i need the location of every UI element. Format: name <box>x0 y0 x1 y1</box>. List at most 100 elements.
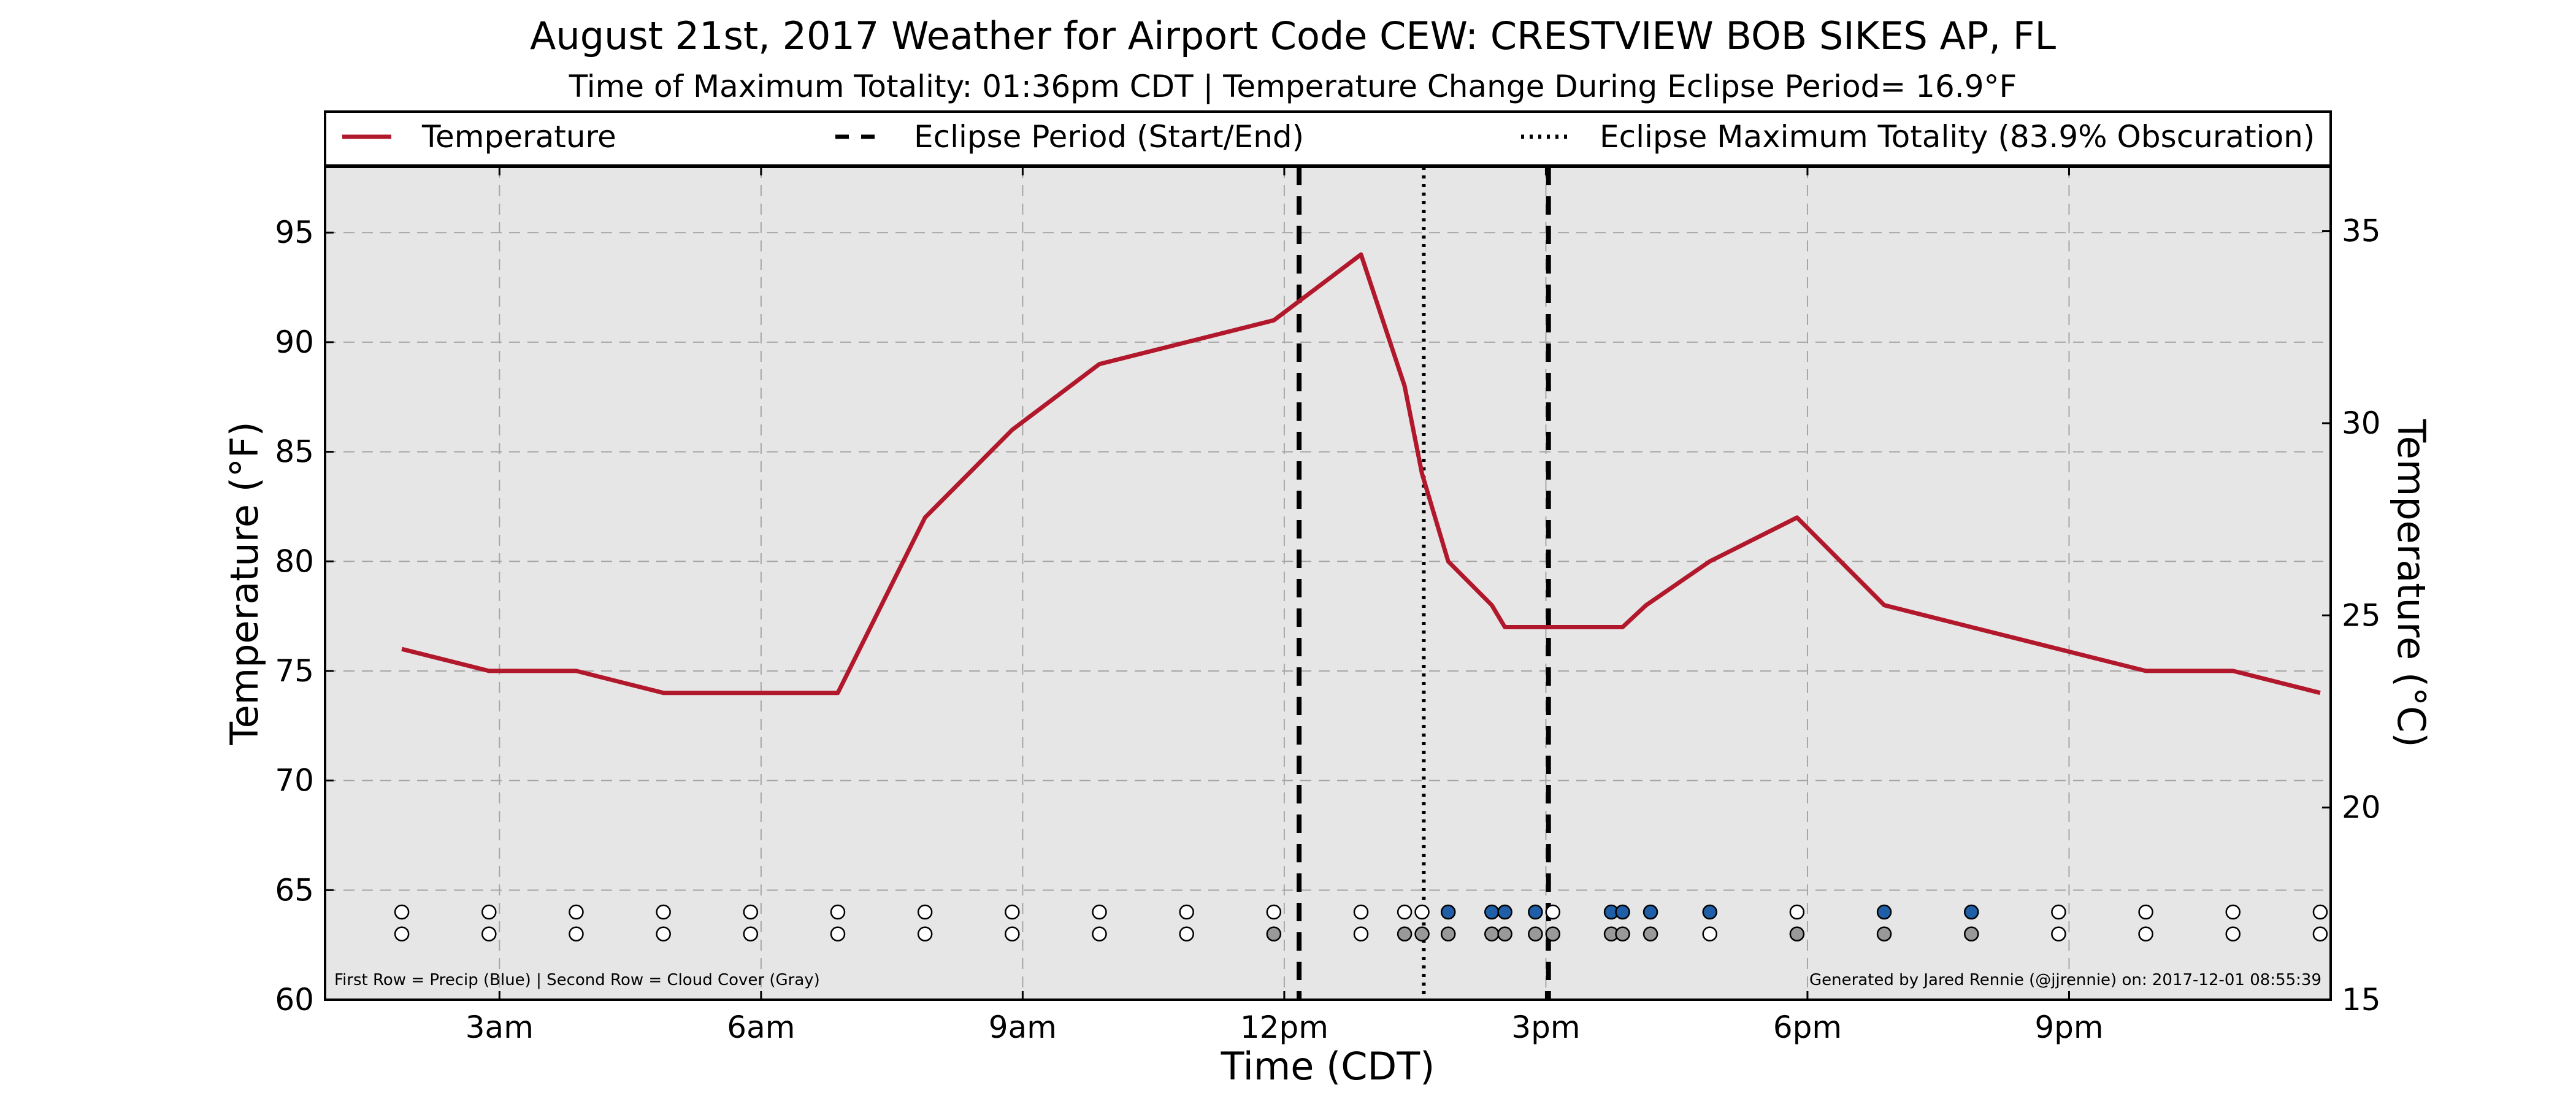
precip-dot <box>1615 904 1630 920</box>
legend-label-eclipse-period: Eclipse Period (Start/End) <box>914 119 1304 155</box>
cloud-cover-dot <box>1528 926 1543 942</box>
x-tick-label: 6am <box>727 1010 795 1045</box>
cloud-cover-dot <box>1789 926 1805 942</box>
cloud-cover-dot <box>1702 926 1717 942</box>
x-tick-label: 6pm <box>1773 1010 1842 1045</box>
cloud-cover-dot <box>1876 926 1892 942</box>
temperature-series <box>401 252 2321 696</box>
x-tick-label: 3am <box>466 1010 534 1045</box>
y-tick-label-right: 25 <box>2342 597 2381 633</box>
x-tick-label: 9am <box>989 1010 1057 1045</box>
y-tick-label: 75 <box>275 653 314 689</box>
precip-dot <box>569 904 584 920</box>
precip-dot <box>2312 904 2328 920</box>
precip-dot <box>1545 904 1561 920</box>
precip-dot <box>481 904 497 920</box>
precip-dot <box>1876 904 1892 920</box>
y-tick-label-right: 30 <box>2342 405 2381 441</box>
precip-dot <box>1414 904 1430 920</box>
y-tick-label-right: 35 <box>2342 213 2381 249</box>
cloud-cover-dot <box>1497 926 1512 942</box>
y-tick-label: 65 <box>275 872 314 908</box>
cloud-cover-dot <box>656 926 671 942</box>
y-tick-label: 70 <box>275 763 314 799</box>
x-tick-label: 3pm <box>1511 1010 1580 1045</box>
precip-dot <box>917 904 933 920</box>
precip-dot <box>2138 904 2153 920</box>
x-axis-ticks: 3am 6am 9am 12pm 3pm 6pm 9pm <box>466 1010 2104 1045</box>
precip-dot <box>1484 904 1500 920</box>
chart-subtitle: Time of Maximum Totality: 01:36pm CDT | … <box>569 69 2017 104</box>
precip-dot <box>1789 904 1805 920</box>
precip-dot <box>394 904 410 920</box>
precip-cloud-dots <box>394 904 2328 942</box>
cloud-cover-dot <box>1615 926 1630 942</box>
grid <box>325 167 2331 1001</box>
precip-dot <box>1353 904 1369 920</box>
y-tick-label: 90 <box>275 324 314 360</box>
precip-dot <box>1528 904 1543 920</box>
precip-dot <box>1266 904 1282 920</box>
y-tick-label: 80 <box>275 543 314 579</box>
precip-dot <box>1440 904 1456 920</box>
x-tick-label: 12pm <box>1240 1010 1328 1045</box>
legend-label-eclipse-max: Eclipse Maximum Totality (83.9% Obscurat… <box>1600 119 2315 155</box>
cloud-cover-dot <box>1545 926 1561 942</box>
cloud-cover-dot <box>1266 926 1282 942</box>
y-axis-ticks-right: 15 20 25 30 35 <box>2342 213 2381 1018</box>
precip-dot <box>1963 904 1979 920</box>
cloud-cover-dot <box>1092 926 1107 942</box>
cloud-cover-dot <box>2225 926 2241 942</box>
y-tick-label-right: 15 <box>2342 982 2381 1018</box>
y-tick-label: 95 <box>275 215 314 250</box>
y-tick-label: 85 <box>275 434 314 470</box>
eclipse-lines <box>1297 167 1551 1000</box>
cloud-cover-dot <box>917 926 933 942</box>
cloud-cover-dot <box>1414 926 1430 942</box>
cloud-cover-dot <box>1643 926 1658 942</box>
cloud-cover-dot <box>1353 926 1369 942</box>
cloud-cover-dot <box>394 926 410 942</box>
precip-dot <box>830 904 846 920</box>
cloud-cover-dot <box>2138 926 2153 942</box>
precip-dot <box>1702 904 1717 920</box>
cloud-cover-dot <box>2312 926 2328 942</box>
y-axis-label-right: Temperature (°C) <box>2389 418 2434 747</box>
x-tick-label: 9pm <box>2034 1010 2103 1045</box>
legend: Temperature Eclipse Period (Start/End) E… <box>324 110 2332 167</box>
annotation-generated-by: Generated by Jared Rennie (@jjrennie) on… <box>1809 971 2321 989</box>
cloud-cover-dot <box>481 926 497 942</box>
cloud-cover-dot <box>743 926 759 942</box>
cloud-cover-dot <box>1005 926 1020 942</box>
chart-title: August 21st, 2017 Weather for Airport Co… <box>530 13 2056 58</box>
precip-dot <box>1397 904 1413 920</box>
legend-label-temperature: Temperature <box>421 119 616 155</box>
plot-area <box>325 167 2331 1000</box>
y-tick-label-right: 20 <box>2342 790 2381 826</box>
x-axis-label: Time (CDT) <box>1221 1044 1435 1089</box>
cloud-cover-dot <box>1963 926 1979 942</box>
precip-dot <box>656 904 671 920</box>
precip-dot <box>1497 904 1512 920</box>
precip-dot <box>2051 904 2066 920</box>
cloud-cover-dot <box>1440 926 1456 942</box>
precip-dot <box>1179 904 1194 920</box>
cloud-cover-dot <box>1484 926 1500 942</box>
cloud-cover-dot <box>2051 926 2066 942</box>
y-tick-label: 60 <box>275 982 314 1018</box>
precip-dot <box>1092 904 1107 920</box>
y-axis-label-left: Temperature (°F) <box>222 421 267 745</box>
cloud-cover-dot <box>1179 926 1194 942</box>
y-axis-ticks-left: 60 65 70 75 80 85 90 95 <box>275 215 314 1018</box>
cloud-cover-dot <box>569 926 584 942</box>
cloud-cover-dot <box>830 926 846 942</box>
temperature-line <box>401 252 2321 696</box>
precip-dot <box>2225 904 2241 920</box>
legend-box <box>324 110 2332 167</box>
annotation-row-legend: First Row = Precip (Blue) | Second Row =… <box>334 971 820 989</box>
precip-dot <box>743 904 759 920</box>
precip-dot <box>1005 904 1020 920</box>
precip-dot <box>1643 904 1658 920</box>
cloud-cover-dot <box>1397 926 1413 942</box>
